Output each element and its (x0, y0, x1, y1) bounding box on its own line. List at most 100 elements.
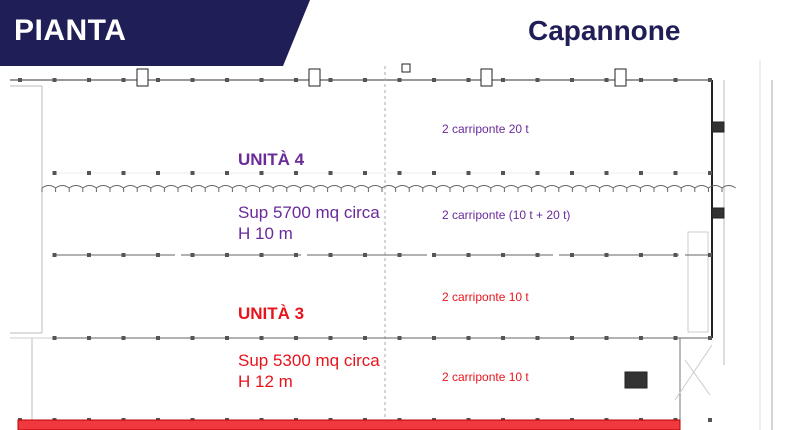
unit3-surface: Sup 5300 mq circa (238, 351, 380, 370)
structural-column (156, 253, 160, 257)
structural-column (87, 171, 91, 175)
structural-column (328, 253, 333, 257)
section-banner (0, 0, 310, 66)
unit3-crane-label-1: 2 carriponte 10 t (442, 290, 529, 304)
structural-column (121, 253, 126, 257)
structural-column (52, 78, 57, 82)
structural-column (52, 171, 57, 175)
fixture (480, 68, 493, 87)
unit3-name: UNITÀ 3 (238, 304, 305, 323)
unit4-crane-label-2: 2 carriponte (10 t + 20 t) (442, 208, 571, 222)
structural-column (190, 171, 195, 175)
structural-column (604, 336, 609, 340)
structural-column (259, 253, 264, 257)
structural-column (18, 78, 22, 82)
structural-column (708, 78, 712, 82)
fixture (711, 121, 725, 133)
fixture (624, 371, 648, 389)
structural-column (501, 171, 505, 175)
structural-column (225, 336, 229, 340)
structural-column (294, 253, 298, 257)
structural-column (363, 78, 367, 82)
structural-column (225, 253, 229, 257)
fixture (136, 68, 149, 87)
structural-column (535, 253, 540, 257)
structural-column (156, 78, 160, 82)
unit4-height: H 10 m (238, 224, 293, 243)
structural-column (397, 78, 402, 82)
structural-column (535, 78, 540, 82)
unit4-surface: Sup 5700 mq circa (238, 203, 380, 222)
structural-column (259, 171, 264, 175)
structural-column (52, 253, 57, 257)
structural-column (639, 253, 643, 257)
fixture (308, 68, 321, 87)
structural-column (363, 171, 367, 175)
unit4-name: UNITÀ 4 (238, 150, 305, 169)
structural-column (673, 78, 678, 82)
fixture (614, 68, 627, 87)
structural-column (328, 336, 333, 340)
structural-column (708, 336, 712, 340)
structural-column (121, 336, 126, 340)
structural-column (190, 336, 195, 340)
structural-column (52, 336, 57, 340)
structural-column (570, 336, 574, 340)
structural-column (363, 253, 367, 257)
structural-column (363, 336, 367, 340)
structural-column (397, 336, 402, 340)
structural-column (501, 78, 505, 82)
structural-column (87, 253, 91, 257)
highlight-band (17, 419, 681, 430)
fixture (401, 63, 411, 73)
structural-column (708, 253, 712, 257)
structural-column (639, 78, 643, 82)
structural-column (259, 78, 264, 82)
structural-column (535, 171, 540, 175)
structural-column (294, 78, 298, 82)
structural-column (501, 253, 505, 257)
structural-column (328, 78, 333, 82)
structural-column (294, 171, 298, 175)
structural-column (328, 171, 333, 175)
structural-column (397, 253, 402, 257)
unit3-height: H 12 m (238, 372, 293, 391)
structural-column (673, 171, 678, 175)
structural-column (466, 78, 471, 82)
structural-column (156, 336, 160, 340)
structural-column (570, 78, 574, 82)
structural-column (673, 336, 678, 340)
structural-column (225, 171, 229, 175)
structural-column (432, 336, 436, 340)
structural-column (87, 78, 91, 82)
structural-column (673, 253, 678, 257)
unit3-crane-label-2: 2 carriponte 10 t (442, 370, 529, 384)
structural-column (294, 336, 298, 340)
structural-column (708, 171, 712, 175)
structural-column (397, 171, 402, 175)
structural-column (432, 78, 436, 82)
structural-column (639, 171, 643, 175)
structural-column (225, 78, 229, 82)
structural-column (604, 253, 609, 257)
structural-column (432, 253, 436, 257)
structural-column (259, 336, 264, 340)
structural-column (604, 171, 609, 175)
structural-column (501, 336, 505, 340)
structural-column (466, 253, 471, 257)
crane-rail (41, 185, 736, 189)
structural-column (121, 78, 126, 82)
structural-column (190, 253, 195, 257)
structural-column (87, 336, 91, 340)
unit4-crane-label-1: 2 carriponte 20 t (442, 122, 529, 136)
structural-column (156, 171, 160, 175)
structural-column (708, 418, 712, 422)
structural-column (639, 336, 643, 340)
structural-column (432, 171, 436, 175)
structural-column (121, 171, 126, 175)
structural-column (190, 78, 195, 82)
structural-column (604, 78, 609, 82)
structural-column (466, 171, 471, 175)
structural-column (466, 336, 471, 340)
